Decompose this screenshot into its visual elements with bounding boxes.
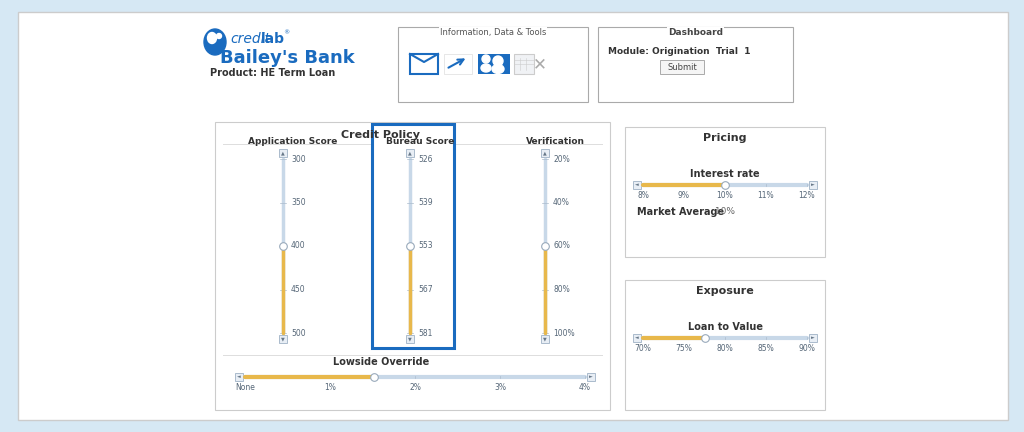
Text: ▼: ▼ xyxy=(543,337,547,342)
Bar xyxy=(541,335,549,343)
Text: ◄: ◄ xyxy=(635,182,639,187)
Bar xyxy=(215,122,610,410)
Text: 80%: 80% xyxy=(553,285,569,294)
Text: 75%: 75% xyxy=(676,344,692,353)
Text: Lowside Override: Lowside Override xyxy=(333,357,429,367)
Text: 85%: 85% xyxy=(758,344,774,353)
Text: 581: 581 xyxy=(418,328,432,337)
Text: credit: credit xyxy=(230,32,270,46)
Bar xyxy=(234,373,243,381)
Text: Dashboard: Dashboard xyxy=(668,28,723,37)
Text: Submit: Submit xyxy=(667,63,697,72)
Text: 553: 553 xyxy=(418,241,432,251)
Text: 500: 500 xyxy=(291,328,305,337)
Ellipse shape xyxy=(204,29,226,55)
Bar xyxy=(809,181,817,189)
Text: 400: 400 xyxy=(291,241,305,251)
Text: 2%: 2% xyxy=(409,383,421,392)
Text: Credit Policy: Credit Policy xyxy=(341,130,421,140)
Text: 11%: 11% xyxy=(758,191,774,200)
Bar xyxy=(541,149,549,157)
Text: Bailey's Bank: Bailey's Bank xyxy=(220,49,354,67)
Bar xyxy=(410,54,438,74)
Text: 12%: 12% xyxy=(799,191,815,200)
Circle shape xyxy=(216,34,221,38)
Bar xyxy=(406,149,414,157)
Text: Bureau Score: Bureau Score xyxy=(386,137,455,146)
Text: ✕: ✕ xyxy=(534,55,547,73)
Text: Verification: Verification xyxy=(525,137,585,146)
Bar xyxy=(633,181,641,189)
Text: Module: Origination  Trial  1: Module: Origination Trial 1 xyxy=(608,48,751,57)
Bar xyxy=(444,54,472,74)
Text: 9%: 9% xyxy=(678,191,690,200)
Text: ►: ► xyxy=(811,336,815,340)
Text: 4%: 4% xyxy=(579,383,591,392)
Text: 90%: 90% xyxy=(799,344,815,353)
Text: ▲: ▲ xyxy=(282,150,285,156)
Text: ◄: ◄ xyxy=(238,375,241,379)
Bar xyxy=(478,54,510,74)
Text: Pricing: Pricing xyxy=(703,133,746,143)
Text: ►: ► xyxy=(589,375,593,379)
Ellipse shape xyxy=(481,64,490,72)
Bar xyxy=(514,54,534,74)
Circle shape xyxy=(482,55,490,63)
Text: ►: ► xyxy=(811,182,815,187)
Text: Application Score: Application Score xyxy=(248,137,338,146)
Text: 526: 526 xyxy=(418,155,432,163)
Text: Loan to Value: Loan to Value xyxy=(687,322,763,332)
Bar xyxy=(809,334,817,342)
Bar xyxy=(406,335,414,343)
Text: 10%: 10% xyxy=(712,207,735,216)
Bar xyxy=(660,60,705,74)
Text: 100%: 100% xyxy=(553,328,574,337)
Text: lab: lab xyxy=(261,32,285,46)
Bar xyxy=(633,334,641,342)
Text: Product: HE Term Loan: Product: HE Term Loan xyxy=(210,68,335,78)
Bar xyxy=(598,27,793,102)
Text: 450: 450 xyxy=(291,285,305,294)
Bar xyxy=(279,335,287,343)
Text: ◄: ◄ xyxy=(635,336,639,340)
Bar xyxy=(625,280,825,410)
Text: 539: 539 xyxy=(418,198,432,207)
Text: 80%: 80% xyxy=(717,344,733,353)
Text: Exposure: Exposure xyxy=(696,286,754,296)
Text: None: None xyxy=(236,383,255,392)
Text: 350: 350 xyxy=(291,198,305,207)
Text: ▲: ▲ xyxy=(543,150,547,156)
Text: 60%: 60% xyxy=(553,241,570,251)
Text: 20%: 20% xyxy=(553,155,569,163)
Text: ®: ® xyxy=(283,31,289,35)
Text: 40%: 40% xyxy=(553,198,570,207)
Text: 3%: 3% xyxy=(494,383,506,392)
Text: ▼: ▼ xyxy=(282,337,285,342)
Circle shape xyxy=(493,56,503,66)
Text: 567: 567 xyxy=(418,285,432,294)
Bar xyxy=(279,149,287,157)
Text: Information, Data & Tools: Information, Data & Tools xyxy=(440,28,546,37)
Bar xyxy=(398,27,588,102)
Ellipse shape xyxy=(492,64,504,73)
Text: 300: 300 xyxy=(291,155,305,163)
Ellipse shape xyxy=(208,32,216,44)
Bar xyxy=(372,124,454,348)
Text: 8%: 8% xyxy=(637,191,649,200)
Bar xyxy=(587,373,595,381)
Text: ▲: ▲ xyxy=(409,150,412,156)
Text: Interest rate: Interest rate xyxy=(690,169,760,179)
Text: Market Average: Market Average xyxy=(637,207,724,217)
Text: 70%: 70% xyxy=(635,344,651,353)
Text: 1%: 1% xyxy=(324,383,336,392)
Text: ▼: ▼ xyxy=(409,337,412,342)
Text: 10%: 10% xyxy=(717,191,733,200)
Bar xyxy=(625,127,825,257)
